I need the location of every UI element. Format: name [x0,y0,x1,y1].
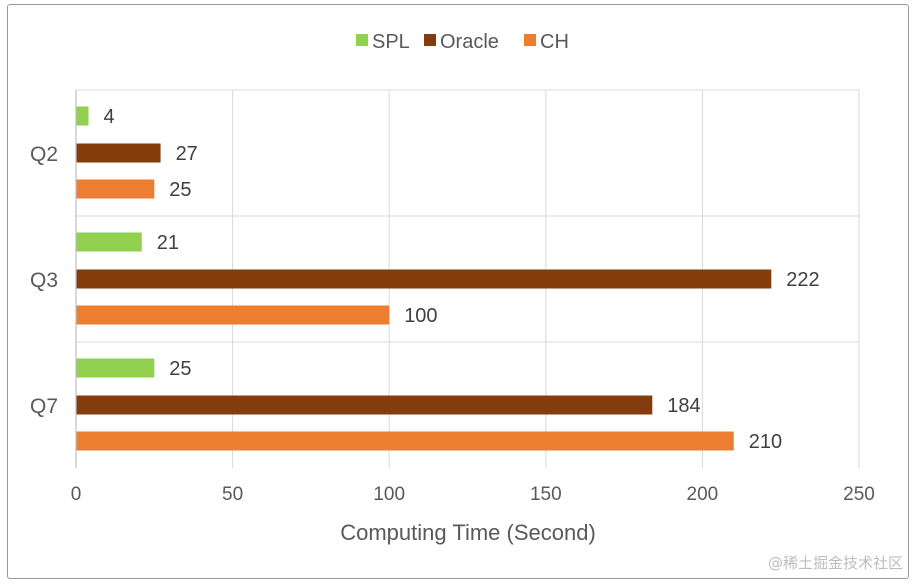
bar-q3-ch [76,305,390,325]
x-tick-label-150: 150 [530,484,562,505]
x-tick-label-100: 100 [373,484,405,505]
data-label-q3-oracle: 222 [786,269,819,291]
x-tick-label-250: 250 [843,484,875,505]
bar-q7-oracle [76,395,653,415]
x-axis-title: Computing Time (Second) [340,520,596,545]
x-tick-label-0: 0 [71,484,82,505]
legend: SPL Oracle CH [356,31,569,53]
data-label-q2-spl: 4 [104,106,115,128]
bar-q7-spl [76,358,155,378]
legend-swatch-spl [356,34,368,46]
x-tick-label-200: 200 [687,484,719,505]
data-label-q7-spl: 25 [169,358,191,380]
bar-q2-spl [76,106,89,126]
watermark: @稀土掘金技术社区 [767,554,903,572]
data-label-q2-oracle: 27 [176,143,198,165]
data-label-q7-oracle: 184 [667,395,700,417]
y-category-label-q7: Q7 [30,395,58,418]
y-category-label-q3: Q3 [30,269,58,292]
data-label-q3-spl: 21 [157,232,179,254]
data-label-q3-ch: 100 [404,305,437,327]
bar-q2-ch [76,179,155,199]
y-category-label-q2: Q2 [30,143,58,166]
bar-q2-oracle [76,143,161,163]
bars [76,106,772,451]
legend-swatch-ch [524,34,536,46]
data-label-q2-ch: 25 [169,179,191,201]
data-labels: 4 27 25 21 222 100 25 184 210 [104,106,820,453]
legend-label-ch: CH [540,31,569,53]
chart-frame [7,4,909,579]
legend-label-spl: SPL [372,31,410,53]
legend-swatch-oracle [424,34,436,46]
legend-label-oracle: Oracle [440,31,499,53]
data-label-q7-ch: 210 [749,431,782,453]
bar-q3-spl [76,232,142,252]
x-tick-label-50: 50 [222,484,243,505]
bar-q7-ch [76,431,734,451]
axes: 0 50 100 150 200 250 Q2 Q3 Q7 [30,90,875,505]
bar-q3-oracle [76,269,772,289]
